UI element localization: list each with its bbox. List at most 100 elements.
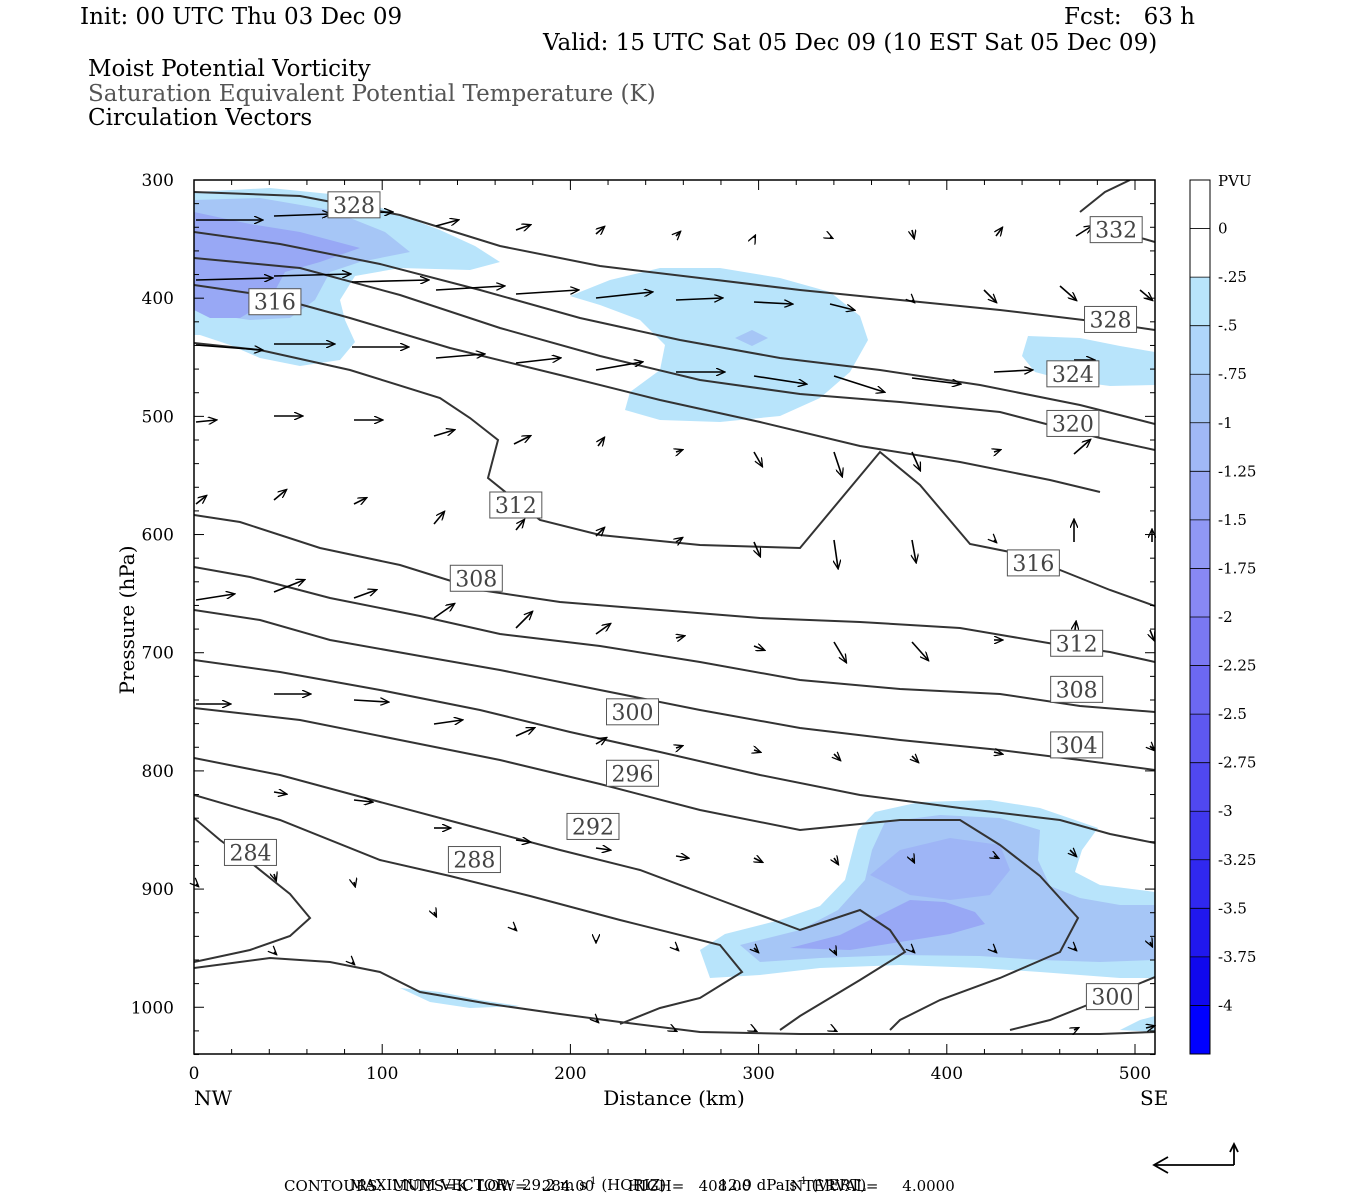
contour-label: 304 [1050, 731, 1104, 759]
vector [676, 450, 682, 452]
colorbar-swatch [1190, 519, 1210, 569]
vector [434, 912, 436, 916]
y-tick-label: 600 [142, 526, 174, 546]
colorbar-swatch [1190, 762, 1210, 812]
colorbar-label: -.75 [1218, 365, 1247, 383]
contour-label-text: 300 [1091, 986, 1133, 1011]
vector [834, 539, 838, 568]
vector [274, 874, 276, 880]
vector [996, 228, 1002, 236]
vert-exponent: -1 [797, 1176, 807, 1187]
colorbar-swatch [1190, 277, 1210, 327]
colorbar-label: -.25 [1218, 268, 1247, 286]
contour-label-box [566, 812, 620, 840]
y-tick-label: 800 [142, 762, 174, 782]
contour-label-text: 316 [1012, 552, 1054, 577]
x-tick-label: 500 [1119, 1064, 1151, 1084]
x-end-label-nw: NW [194, 1086, 233, 1110]
vector [596, 227, 604, 234]
vector [352, 962, 354, 964]
colorbar-label: -3 [1218, 802, 1233, 820]
contour-label-box [606, 698, 660, 726]
init-time: Init: 00 UTC Thu 03 Dec 09 [80, 4, 403, 30]
contour-316-upper [194, 284, 1101, 493]
contour-label: 312 [1050, 629, 1104, 657]
mpv-region-bottom-right [1120, 1016, 1155, 1032]
colorbar: 0 -.25 -.5 -.75 -1 -1.25 -1.5 -1.75 -2 -2.25 -2.5 -… [1189, 179, 1256, 1055]
vector [598, 438, 604, 446]
vector [912, 858, 914, 862]
vector [912, 230, 914, 238]
contour-label-text: 308 [1056, 678, 1098, 703]
contour-label-text: 284 [229, 841, 271, 866]
vector [195, 420, 216, 422]
contour-label-text: 296 [612, 762, 654, 787]
contour-label-box [447, 846, 501, 874]
vector [515, 520, 524, 531]
vector [912, 539, 916, 562]
y-tick-label: 400 [142, 289, 174, 309]
colorbar-label: -2 [1218, 608, 1233, 626]
vector [513, 436, 530, 445]
colorbar-label: 0 [1218, 220, 1228, 238]
vector [595, 528, 604, 537]
vector [675, 856, 688, 858]
forecast-hour: Fcst: 63 h [1064, 4, 1195, 30]
colorbar-label: -1.5 [1218, 511, 1247, 529]
vector [830, 237, 832, 238]
contour-304 [194, 609, 1155, 771]
contour-label: 300 [606, 698, 660, 726]
contour-info-line: CONTOURS: UNITS=K LOW= 284.00 HIGH= 408.… [284, 1177, 955, 1195]
vector [273, 274, 350, 276]
vector [676, 538, 682, 542]
colorbar-label: -4 [1218, 996, 1233, 1014]
mpv-region-upper-center-dark [735, 330, 768, 346]
contour-288 [194, 794, 744, 1025]
vector [433, 720, 462, 724]
vector [515, 612, 532, 629]
vector [676, 636, 684, 638]
contour-label: 328 [327, 191, 381, 219]
contour-312 [194, 514, 1155, 663]
contour-label-box [1046, 409, 1100, 437]
vector [754, 541, 760, 556]
vector [1150, 629, 1154, 640]
colorbar-swatch [1190, 1005, 1210, 1055]
contour-label-box [1050, 629, 1104, 657]
vector [1073, 440, 1090, 455]
vector [834, 950, 836, 954]
vector [833, 451, 842, 476]
colorbar-label: -2.5 [1218, 705, 1247, 723]
contour-308 [194, 566, 1155, 713]
colorbar-swatch [1190, 228, 1210, 278]
contour-label: 296 [606, 759, 660, 787]
vector [435, 220, 458, 227]
vector [911, 451, 920, 470]
vector [1074, 948, 1076, 950]
vector [833, 375, 884, 392]
vector [834, 1030, 836, 1031]
vector [754, 236, 755, 238]
circulation-vectors [196, 212, 1154, 1031]
vector [753, 451, 762, 466]
y-tick-label: 300 [142, 171, 174, 191]
contour-label-box [223, 838, 277, 866]
vector [911, 377, 960, 384]
vector [273, 214, 330, 216]
vector [435, 354, 484, 359]
colorbar-label: -1.25 [1218, 462, 1256, 480]
vector [994, 752, 1002, 754]
vector [833, 641, 846, 662]
vector [1075, 226, 1092, 237]
colorbar-swatch [1190, 422, 1210, 472]
vector [912, 756, 918, 762]
contour-300-upper [194, 659, 1155, 844]
vector [595, 292, 652, 299]
max-horiz-value: 29.2 m s [521, 1176, 587, 1194]
x-end-label-se: SE [1140, 1086, 1168, 1110]
vector [994, 450, 1000, 452]
vector [595, 738, 606, 744]
contour-label: 300 [1085, 983, 1139, 1011]
field-title-theta-es: Saturation Equivalent Potential Temperat… [88, 81, 656, 107]
vector [351, 280, 428, 282]
